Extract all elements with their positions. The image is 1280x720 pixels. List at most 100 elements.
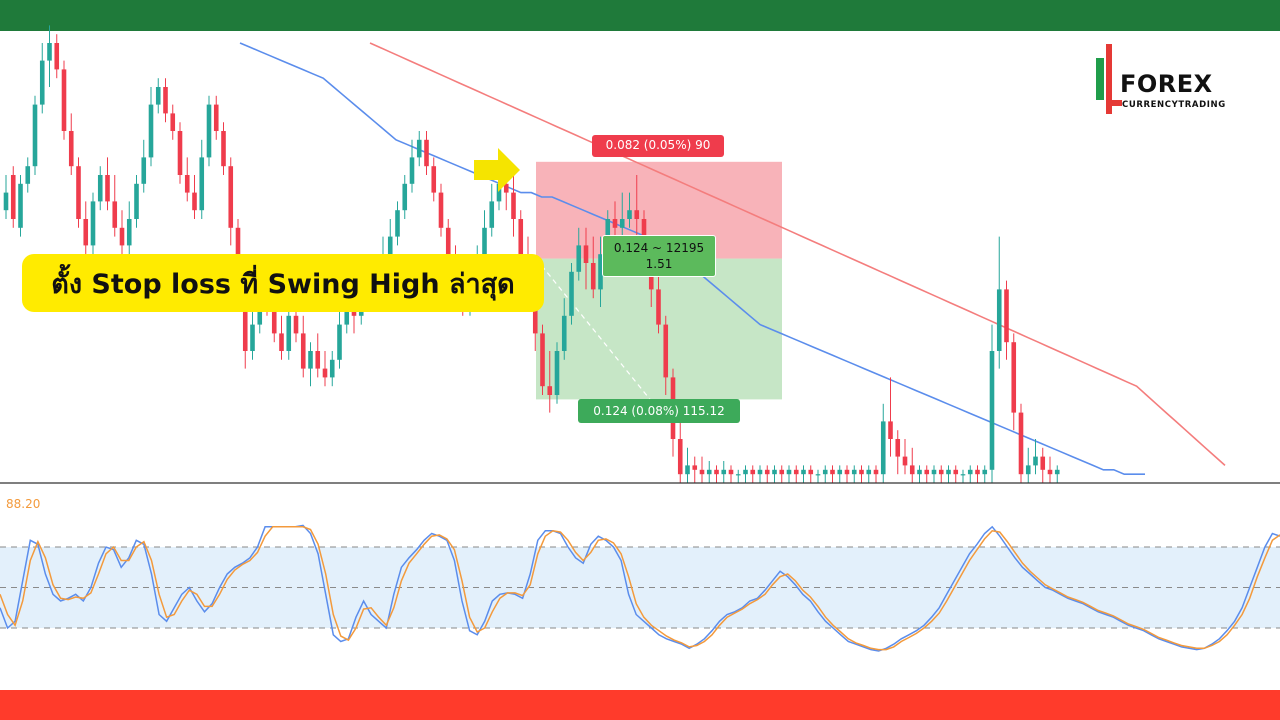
candle — [163, 78, 168, 123]
candle-body — [221, 131, 226, 167]
candle-body — [39, 60, 45, 105]
candle — [793, 465, 799, 483]
candle — [438, 183, 444, 237]
candle-body — [975, 469, 980, 475]
stop-loss-label: 0.082 (0.05%) 90 — [592, 135, 724, 157]
candle-body — [547, 386, 553, 395]
candle-body — [859, 469, 864, 475]
candle — [206, 95, 212, 167]
candle-body — [641, 219, 647, 246]
candle-body — [692, 465, 698, 470]
moving-average-slow-line — [369, 42, 1226, 466]
candle-body — [750, 469, 756, 475]
candle — [714, 465, 719, 483]
stochastic-oscillator — [0, 524, 1280, 652]
candle-body — [286, 315, 292, 351]
candle-body — [793, 469, 799, 475]
candle-body — [851, 469, 857, 475]
candle — [576, 227, 582, 281]
candle — [1004, 280, 1009, 360]
candle-body — [68, 131, 74, 167]
candle-body — [735, 474, 741, 476]
candle — [583, 227, 589, 290]
candle-body — [308, 351, 313, 369]
candle-body — [909, 465, 915, 475]
candle-body — [141, 157, 147, 184]
candle — [199, 139, 205, 219]
candlestick-logo-icon — [1096, 44, 1122, 114]
bottom-banner — [0, 690, 1280, 720]
candle-body — [627, 210, 632, 219]
candle-body — [54, 43, 60, 70]
candle — [750, 465, 756, 483]
candle — [1033, 439, 1038, 475]
candle — [1047, 456, 1053, 483]
candle — [511, 166, 516, 237]
candle — [627, 192, 632, 228]
candle-body — [329, 359, 335, 378]
candle-body — [25, 166, 31, 184]
candle-body — [438, 192, 444, 228]
candle — [837, 465, 843, 483]
candle — [938, 465, 944, 483]
candle — [540, 324, 545, 395]
candle-body — [598, 254, 603, 290]
candle — [315, 333, 321, 378]
candle-body — [844, 469, 850, 475]
risk-reward-label: 0.124 ~ 12195 1.51 — [602, 235, 716, 277]
candle — [619, 192, 625, 237]
candle-body — [32, 104, 38, 167]
candle — [141, 139, 147, 193]
candle-body — [931, 469, 937, 475]
candle-body — [83, 219, 89, 246]
candle-body — [663, 324, 669, 378]
candle-body — [279, 333, 284, 351]
candle-body — [47, 43, 52, 61]
candle-body — [337, 324, 342, 360]
candle-body — [76, 166, 81, 219]
right-arrow-shape — [474, 148, 520, 192]
candle-body — [757, 469, 763, 475]
candle-body — [395, 210, 400, 237]
candle — [888, 377, 893, 457]
candle-body — [938, 469, 944, 475]
candle — [279, 315, 284, 360]
candle-body — [540, 333, 545, 387]
candle — [18, 175, 23, 237]
candle-body — [90, 201, 96, 246]
candle — [61, 60, 67, 140]
candle-body — [10, 175, 16, 219]
candle — [772, 465, 777, 483]
candle — [148, 87, 154, 167]
candle-body — [706, 469, 712, 475]
candle-body — [634, 210, 640, 219]
logo-tagline: CURRENCYTRADING — [1122, 100, 1226, 110]
candle — [873, 465, 879, 483]
top-banner — [0, 0, 1280, 31]
position-guide-line — [535, 258, 651, 400]
candle-body — [895, 439, 901, 457]
candle-body — [953, 469, 959, 475]
candle-body — [105, 175, 110, 202]
candle — [822, 465, 828, 483]
candle-body — [619, 219, 625, 228]
candle-body — [213, 104, 219, 131]
candle-body — [155, 87, 161, 105]
candle — [3, 175, 9, 219]
candle — [996, 236, 1002, 369]
candle — [119, 210, 125, 255]
candle-body — [996, 289, 1002, 351]
candle — [221, 122, 226, 175]
stochastic-k-line — [0, 524, 1280, 652]
candle — [989, 324, 995, 483]
candle — [967, 465, 973, 483]
candle — [134, 175, 139, 228]
candle-body — [583, 245, 589, 263]
candle-body — [866, 469, 872, 475]
candle-body — [569, 271, 574, 316]
candle — [859, 465, 864, 483]
candle — [779, 465, 785, 483]
candle-body — [482, 227, 487, 255]
candle-body — [489, 201, 495, 228]
candle — [902, 439, 908, 475]
